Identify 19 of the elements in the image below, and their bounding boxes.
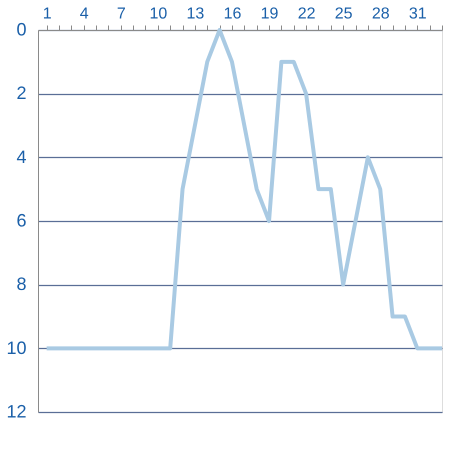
x-tick-label: 7 [116, 6, 126, 22]
x-tick-label: 4 [80, 6, 89, 22]
x-tick-label: 1 [42, 6, 52, 22]
y-tick-label: 2 [16, 83, 26, 104]
x-tick-label: 25 [334, 6, 353, 22]
y-tick-label: 12 [6, 402, 26, 422]
x-tick-label: 13 [186, 6, 204, 22]
x-tick-label: 22 [298, 6, 316, 22]
y-tick-label: 0 [16, 20, 26, 40]
x-tick-label: 28 [372, 6, 390, 22]
x-tick-label: 31 [408, 6, 427, 22]
y-tick-label: 4 [16, 146, 26, 167]
line-series [44, 28, 444, 350]
y-tick-label: 10 [6, 338, 26, 358]
y-tick-label: 6 [16, 210, 26, 230]
x-tick-label: 10 [149, 6, 168, 22]
x-tick-label: 19 [260, 6, 279, 22]
y-tick-label: 8 [16, 274, 26, 294]
x-tick-label: 16 [224, 6, 242, 22]
